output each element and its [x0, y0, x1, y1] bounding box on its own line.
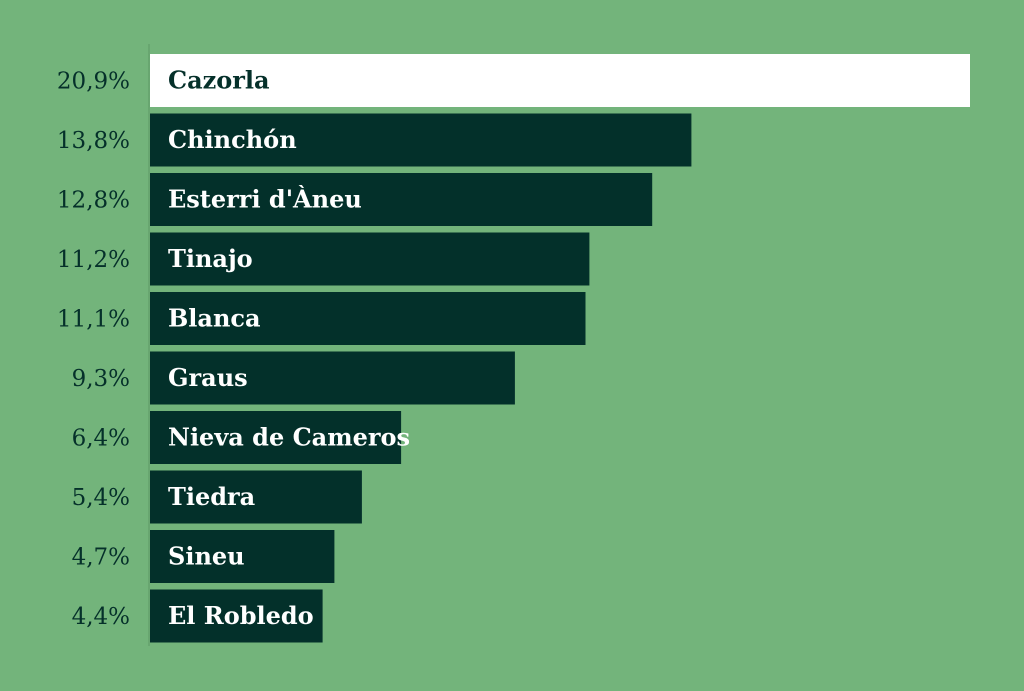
value-label: 4,7%: [72, 545, 130, 571]
bar-9: [150, 589, 323, 643]
bar-2: [150, 173, 653, 226]
bar-4: [150, 292, 586, 345]
value-label: 12,8%: [57, 188, 130, 214]
category-label: Sineu: [168, 542, 245, 571]
bar-1: [150, 113, 692, 167]
bar-7: [150, 470, 362, 524]
category-label: Chinchón: [168, 125, 297, 154]
category-label: Graus: [168, 363, 248, 392]
bar-0: [150, 54, 970, 107]
value-label: 20,9%: [57, 69, 130, 95]
category-label: Tinajo: [168, 244, 253, 273]
value-label: 5,4%: [72, 485, 130, 511]
category-label: Blanca: [168, 304, 261, 333]
bar-8: [150, 530, 335, 583]
category-label: Tiedra: [168, 482, 255, 511]
category-label: Esterri d'Àneu: [168, 185, 362, 214]
value-label: 4,4%: [72, 604, 130, 630]
value-label: 11,2%: [57, 247, 130, 273]
value-label: 6,4%: [72, 426, 130, 452]
bar-6: [150, 411, 402, 464]
category-label: Nieva de Cameros: [168, 423, 410, 452]
bar-5: [150, 351, 515, 405]
value-label: 13,8%: [57, 128, 130, 154]
bars-group: Cazorla 20,9% Chinchón 13,8% Esterri d'Àneu 1…: [57, 54, 970, 643]
category-label: Cazorla: [168, 66, 270, 95]
value-label: 9,3%: [72, 366, 130, 392]
category-label: El Robledo: [168, 601, 314, 630]
value-label: 11,1%: [57, 307, 130, 333]
bar-3: [150, 232, 590, 286]
